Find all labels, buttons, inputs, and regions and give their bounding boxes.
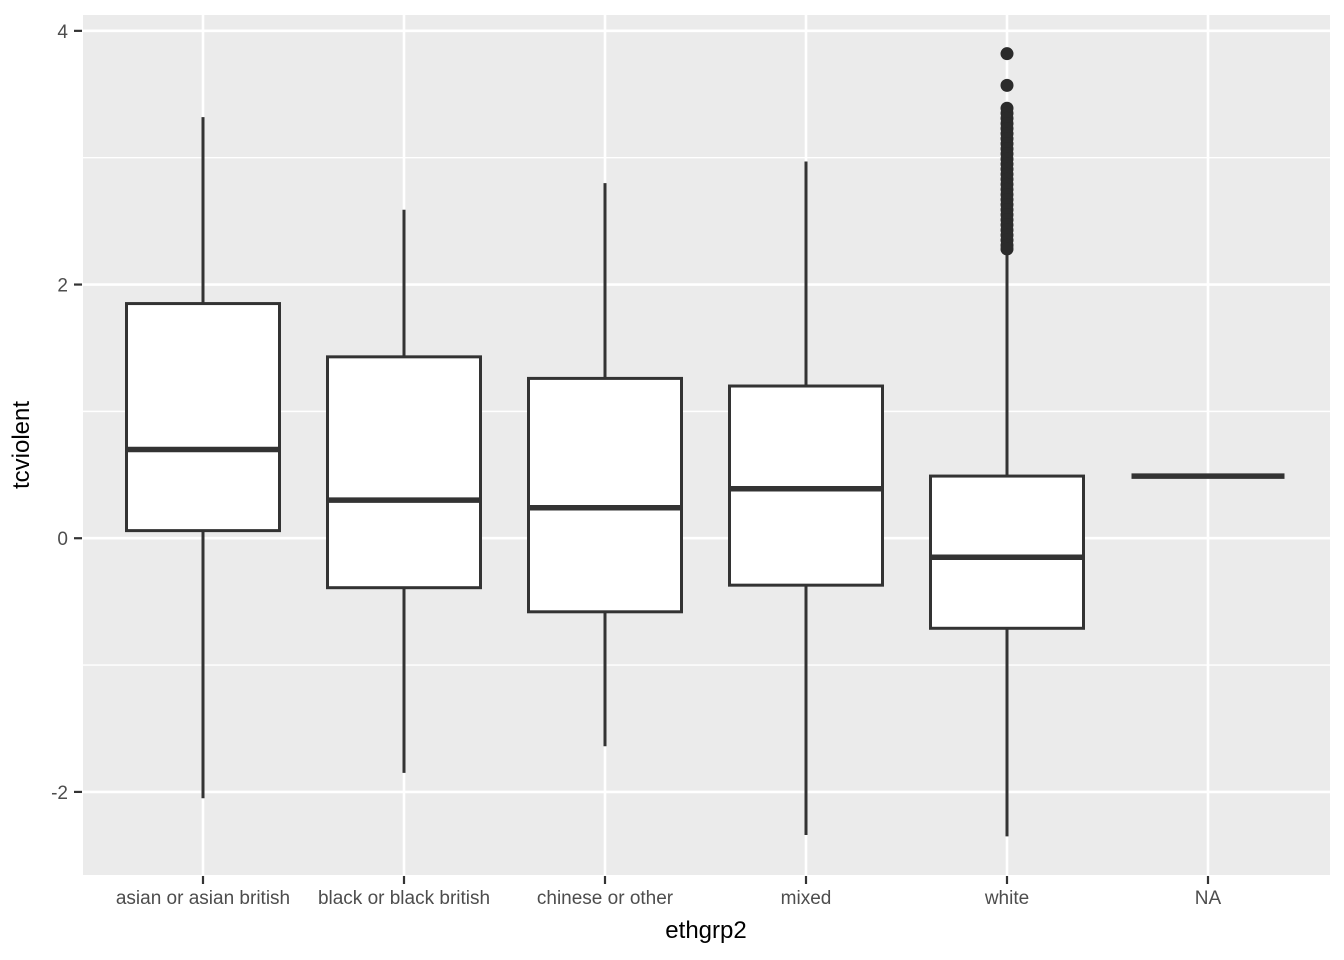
x-tick-label: black or black british (318, 888, 490, 909)
y-tick-label: 0 (57, 529, 68, 550)
iqr-box (728, 384, 884, 587)
x-tick-label: white (984, 888, 1029, 909)
y-axis-title: tcviolent (8, 400, 35, 490)
outlier-point (1000, 242, 1014, 256)
outlier-point (1000, 47, 1014, 61)
x-axis-title: ethgrp2 (665, 917, 747, 944)
y-tick-label: -2 (51, 783, 68, 804)
y-tick-label: 4 (57, 22, 68, 43)
x-tick-label: asian or asian british (116, 888, 290, 909)
boxplot-asian-or-asian-british (125, 117, 281, 799)
boxplot-chinese-or-other (527, 183, 683, 747)
boxplot-mixed (728, 161, 884, 836)
iqr-box (527, 376, 683, 614)
y-tick-label: 2 (57, 276, 68, 297)
outlier-point (1000, 78, 1014, 92)
iqr-box (929, 474, 1085, 630)
boxplot-black-or-black-british (326, 209, 482, 773)
x-tick-label: chinese or other (537, 888, 674, 909)
iqr-box (125, 302, 281, 533)
x-tick-label: mixed (781, 888, 832, 909)
x-tick-label: NA (1195, 888, 1222, 909)
iqr-box (326, 355, 482, 590)
boxplot-white (929, 47, 1085, 837)
